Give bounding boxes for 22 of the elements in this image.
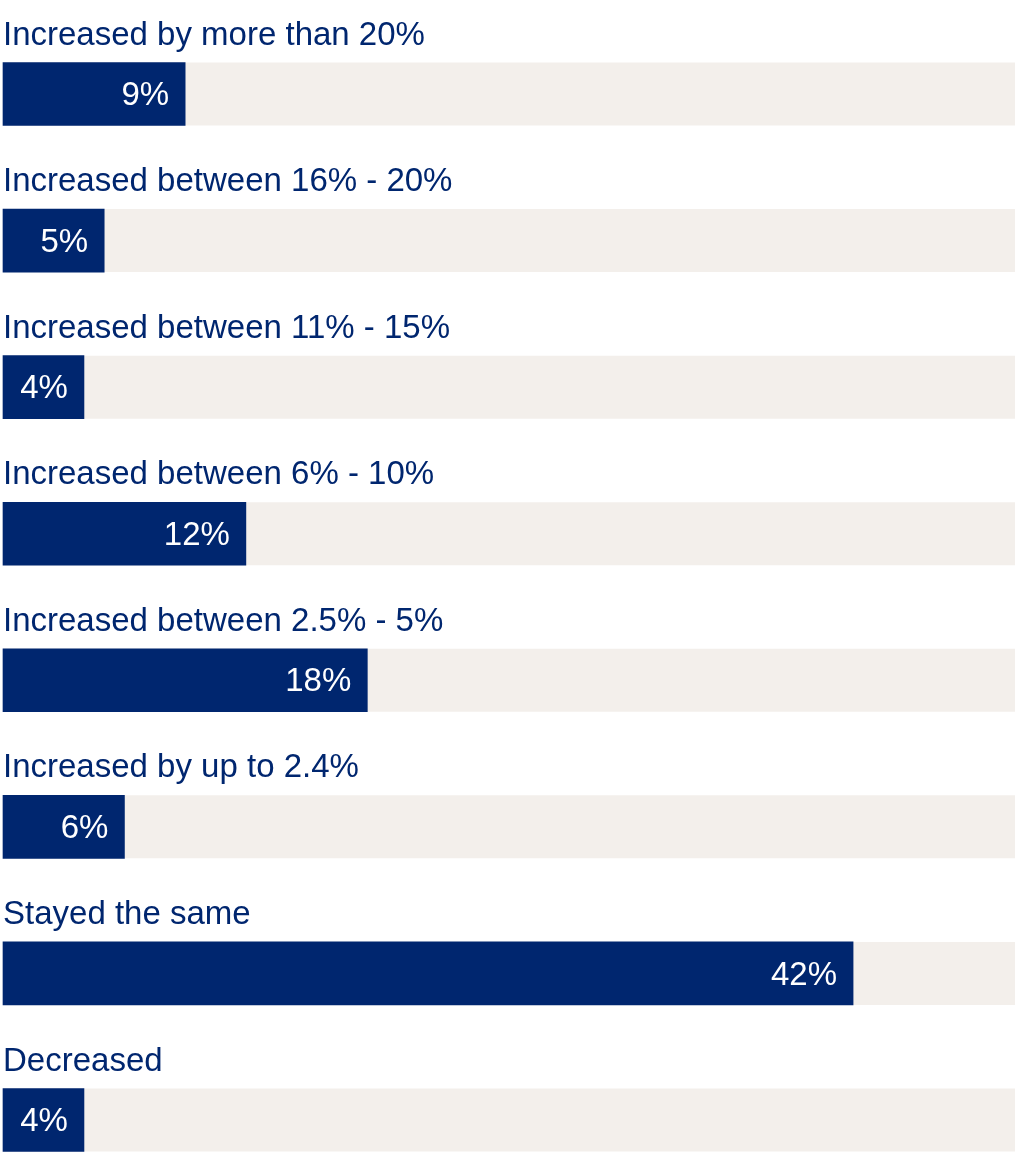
bar bbox=[2, 355, 85, 419]
data-label: 6% bbox=[60, 807, 109, 845]
y-tick-label: Increased between 11% - 15% bbox=[3, 307, 450, 345]
y-tick-label: Stayed the same bbox=[3, 893, 251, 931]
bar bbox=[2, 1088, 85, 1152]
data-label: 4% bbox=[20, 1101, 68, 1139]
bar bbox=[2, 795, 125, 859]
data-label: 5% bbox=[40, 221, 89, 259]
y-tick-label: Decreased bbox=[3, 1040, 163, 1078]
y-tick-label: Increased between 6% - 10% bbox=[3, 454, 435, 492]
bar bbox=[2, 208, 105, 273]
data-label: 18% bbox=[285, 661, 352, 699]
bar bbox=[2, 501, 247, 566]
data-label: 42% bbox=[771, 954, 838, 992]
data-label: 9% bbox=[121, 75, 170, 113]
y-tick-label: Increased between 16% - 20% bbox=[3, 161, 453, 199]
y-tick-label: Increased between 2.5% - 5% bbox=[3, 600, 444, 638]
bar bbox=[2, 62, 186, 126]
data-label: 12% bbox=[163, 514, 230, 552]
y-tick-label: Increased by more than 20% bbox=[3, 14, 425, 52]
y-tick-label: Increased by up to 2.4% bbox=[3, 747, 359, 785]
data-label: 4% bbox=[20, 368, 68, 406]
